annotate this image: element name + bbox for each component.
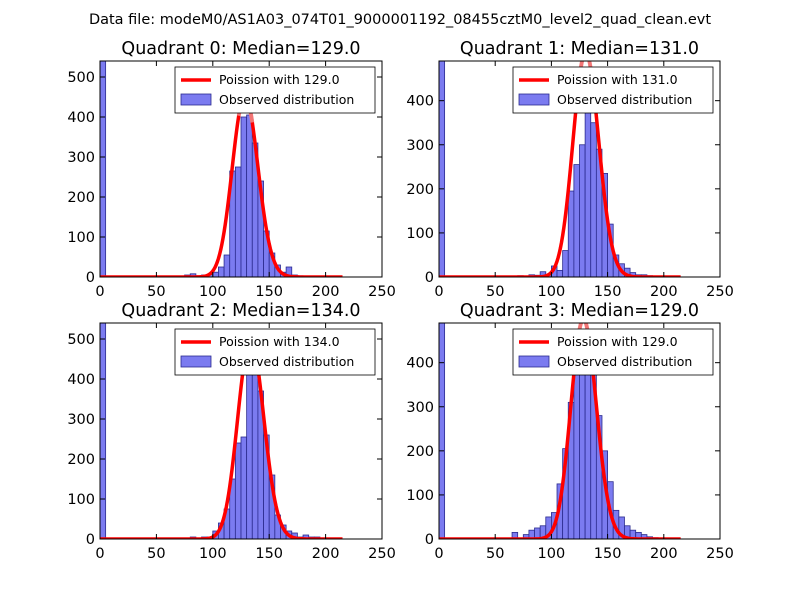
x-tick-label: 50: [486, 546, 504, 562]
y-tick-label: 100: [67, 492, 95, 508]
legend-label-poisson: Poission with 131.0: [557, 72, 678, 87]
subplot-title: Quadrant 1: Median=131.0: [460, 39, 699, 59]
histogram-bar: [100, 323, 107, 539]
histogram-bar: [511, 531, 519, 539]
histogram-bar: [567, 190, 575, 277]
x-tick-label: 250: [706, 546, 734, 562]
x-tick-label: 0: [434, 546, 443, 562]
histogram-bar: [212, 271, 219, 277]
x-tick-label: 100: [538, 284, 566, 300]
x-tick-label: 100: [199, 284, 227, 300]
histogram-bar: [562, 250, 569, 277]
x-tick-label: 0: [434, 284, 443, 300]
subplot-grid: 0 50 100 150 200 2500100200300400500Quadrant …: [67, 39, 734, 562]
histogram-bar: [439, 61, 446, 277]
x-tick-label: 150: [255, 546, 283, 562]
x-tick-label: 100: [199, 546, 227, 562]
histogram-bar: [590, 122, 597, 277]
axes-frame: [99, 60, 383, 278]
legend: Poission with 129.0 Observed distribution: [512, 328, 714, 376]
axes-frame: [99, 322, 383, 540]
histogram-bar: [246, 114, 253, 277]
legend-label-observed: Observed distribution: [219, 92, 354, 107]
x-tick-label: 250: [368, 284, 396, 300]
y-tick-label: 200: [67, 190, 95, 206]
histogram-bar: [234, 442, 242, 539]
x-tick-label: 200: [312, 284, 340, 300]
histogram-bar: [240, 116, 248, 277]
y-tick-label: 0: [86, 532, 95, 548]
legend-label-poisson: Poission with 134.0: [219, 334, 340, 349]
legend-label-poisson: Poission with 129.0: [219, 72, 340, 87]
y-tick-label: 300: [406, 138, 434, 154]
legend-label-observed: Observed distribution: [557, 354, 692, 369]
x-tick-label: 250: [368, 546, 396, 562]
histogram-bar: [439, 323, 446, 539]
subplot-quadrant-0: 0 50 100 150 200 250 0 100 200 300 400 500 Quadrant …: [67, 39, 396, 300]
histogram-bar: [579, 144, 586, 277]
x-tick-label: 0: [95, 284, 104, 300]
subplot-title: Quadrant 0: Median=129.0: [121, 39, 360, 59]
y-tick-label: 400: [406, 94, 434, 110]
y-tick-label: 200: [67, 452, 95, 468]
histogram-bar: [218, 266, 225, 277]
y-tick-label: 0: [425, 532, 434, 548]
histogram-bar: [556, 269, 564, 277]
y-tick-label: 100: [67, 230, 95, 246]
x-tick-label: 50: [147, 284, 165, 300]
y-tick-label: 400: [406, 356, 434, 372]
x-tick-label: 150: [255, 284, 283, 300]
histogram-bar: [234, 166, 242, 277]
axes-frame: [438, 60, 721, 278]
x-tick-label: 150: [594, 546, 622, 562]
x-tick-label: 150: [594, 284, 622, 300]
axes-frame: [438, 322, 721, 540]
histogram-bar: [240, 436, 248, 539]
y-tick-label: 400: [67, 372, 95, 388]
x-tick-label: 100: [538, 546, 566, 562]
histogram-bar: [285, 266, 293, 277]
legend-bar-swatch: [180, 93, 212, 106]
figure-suptitle: Data file: modeM0/AS1A03_074T01_90000011…: [89, 12, 711, 28]
y-tick-label: 100: [406, 488, 434, 504]
histogram-bar: [223, 254, 231, 277]
x-tick-label: 50: [147, 546, 165, 562]
histogram-bar: [100, 61, 107, 277]
x-tick-label: 250: [706, 284, 734, 300]
x-tick-label: 50: [486, 284, 504, 300]
x-tick-label: 0: [95, 546, 104, 562]
histogram-bar: [573, 164, 580, 277]
legend: Poission with 131.0 Observed distribution: [512, 66, 714, 114]
subplot-title: Quadrant 3: Median=129.0: [460, 301, 699, 321]
y-tick-label: 500: [67, 70, 95, 86]
legend-label-observed: Observed distribution: [219, 354, 354, 369]
y-tick-label: 200: [406, 182, 434, 198]
legend-label-poisson: Poission with 129.0: [557, 334, 678, 349]
y-tick-label: 300: [406, 400, 434, 416]
y-tick-label: 0: [425, 270, 434, 286]
y-tick-label: 400: [67, 110, 95, 126]
x-tick-label: 200: [312, 546, 340, 562]
subplot-title: Quadrant 2: Median=134.0: [121, 301, 360, 321]
legend-label-observed: Observed distribution: [557, 92, 692, 107]
histogram-bar: [251, 360, 259, 539]
subplot-quadrant-3: 0 50 100 150 200 250 0 100 200 300 400 Quadrant 3: …: [406, 301, 734, 562]
legend-bar-swatch: [518, 93, 550, 106]
y-tick-label: 0: [86, 270, 95, 286]
subplot-quadrant-2: 0 50 100 150 200 250 0 100 200 300 400 500 Quadrant …: [67, 301, 396, 562]
y-tick-label: 500: [67, 332, 95, 348]
x-tick-label: 200: [650, 284, 678, 300]
histogram-bar: [246, 362, 253, 539]
x-tick-label: 200: [650, 546, 678, 562]
legend: Poission with 134.0 Observed distribution: [174, 328, 376, 376]
legend-bar-swatch: [180, 355, 212, 368]
y-tick-label: 300: [67, 150, 95, 166]
y-tick-label: 300: [67, 412, 95, 428]
subplot-quadrant-1: 0 50 100 150 200 250 0 100 200 300 400 Quadrant 1: …: [406, 39, 734, 300]
y-tick-label: 100: [406, 226, 434, 242]
legend-bar-swatch: [518, 355, 550, 368]
legend: Poission with 129.0 Observed distribution: [174, 66, 376, 114]
y-tick-label: 200: [406, 444, 434, 460]
